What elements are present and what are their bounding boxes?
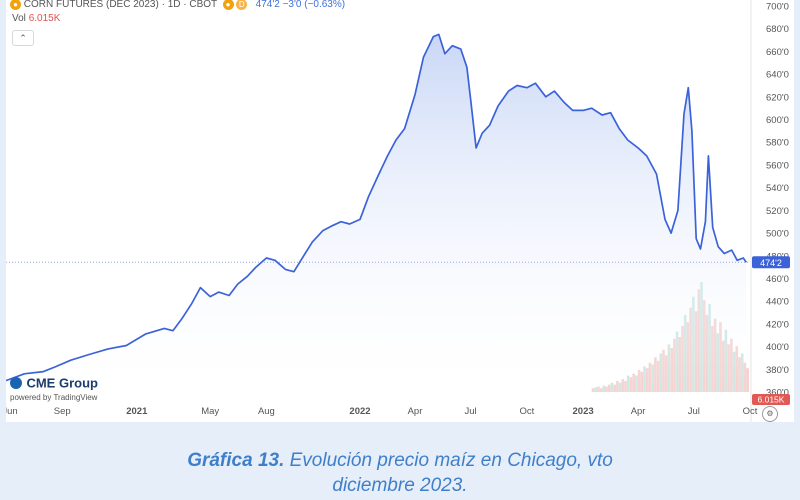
y-tick-label: 460'0 <box>766 274 789 285</box>
y-tick-label: 640'0 <box>766 70 789 81</box>
price-chart[interactable]: 700'0 680'0 660'0 640'0 620'0 600'0 580'0 560'0… <box>6 0 794 422</box>
volume-tag <box>752 394 790 405</box>
last-price-tag-label: 474'2 <box>760 258 782 268</box>
y-tick-label: 520'0 <box>766 206 789 217</box>
figure-caption: Gráfica 13. Evolución precio maíz en Chi… <box>0 448 800 498</box>
y-tick-label: 420'0 <box>766 319 789 330</box>
last-price-tag <box>752 256 790 269</box>
x-tick-label: May <box>201 406 219 417</box>
x-tick-label: Apr <box>631 406 646 417</box>
x-tick-label: 2021 <box>126 406 148 417</box>
delayed-badge-label: D <box>238 0 245 9</box>
price-line <box>6 33 747 382</box>
caption-number: Gráfica 13. <box>187 450 285 471</box>
symbol-header: ● CORN FUTURES (DEC 2023) · 1D · CBOT ● … <box>10 0 345 10</box>
x-tick-label: Jul <box>688 406 700 417</box>
symbol-text: CORN FUTURES (DEC 2023) · 1D · CBOT <box>23 0 217 11</box>
chart-panel: 700'0 680'0 660'0 640'0 620'0 600'0 580'0 560'0… <box>6 0 794 422</box>
delayed-badge: D <box>236 0 248 10</box>
x-tick-label: Jun <box>6 406 18 417</box>
x-tick-label: 2023 <box>573 406 594 417</box>
y-tick-label: 540'0 <box>766 183 789 194</box>
cme-globe-icon <box>10 376 22 389</box>
y-tick-label: 580'0 <box>766 138 789 149</box>
volume-bar <box>746 368 749 392</box>
price-area-fill <box>6 34 747 393</box>
y-tick-label: 680'0 <box>766 24 789 35</box>
y-tick-label: 380'0 <box>766 365 789 376</box>
y-tick-label: 700'0 <box>766 2 789 13</box>
y-tick-label: 620'0 <box>766 92 789 103</box>
x-tick-label: Aug <box>258 406 275 417</box>
y-tick-label: 600'0 <box>766 115 789 126</box>
quote-text: 474'2 −3'0 (−0.63%) <box>255 0 346 11</box>
powered-by: powered by TradingView <box>10 393 98 402</box>
x-tick-label: Jul <box>465 406 477 417</box>
corn-symbol-icon: ● <box>10 0 21 10</box>
gear-icon: ⚙ <box>766 409 774 418</box>
x-tick-label: Apr <box>408 406 423 417</box>
caption-line-2: diciembre 2023. <box>332 475 468 496</box>
cme-brand: CME Group <box>26 375 98 391</box>
volume-tag-label: 6.015K <box>758 395 785 405</box>
exchange-badge-icon: ● <box>222 0 234 10</box>
cme-watermark: CME Group powered by TradingView <box>10 374 98 402</box>
y-tick-label: 500'0 <box>766 229 789 240</box>
y-tick-label: 660'0 <box>766 47 789 58</box>
y-tick-label: 440'0 <box>766 297 789 308</box>
volume-value: 6.015K <box>28 13 61 24</box>
volume-header: Vol 6.015K <box>12 13 60 24</box>
x-tick-label: Oct <box>520 406 535 417</box>
x-tick-label: 2022 <box>349 406 370 417</box>
y-tick-label: 400'0 <box>766 342 789 353</box>
y-tick-label: 560'0 <box>766 160 789 171</box>
x-tick-label: Sep <box>54 406 71 417</box>
settings-gear-button[interactable]: ⚙ <box>762 406 778 422</box>
chevron-up-icon: ⌃ <box>19 33 27 43</box>
volume-label: Vol <box>12 13 26 24</box>
x-tick-label: Oct <box>743 406 758 417</box>
collapse-legend-button[interactable]: ⌃ <box>12 30 34 46</box>
y-tick-label: 360'0 <box>766 388 789 399</box>
caption-text: Evolución precio maíz en Chicago, vto <box>284 450 613 471</box>
